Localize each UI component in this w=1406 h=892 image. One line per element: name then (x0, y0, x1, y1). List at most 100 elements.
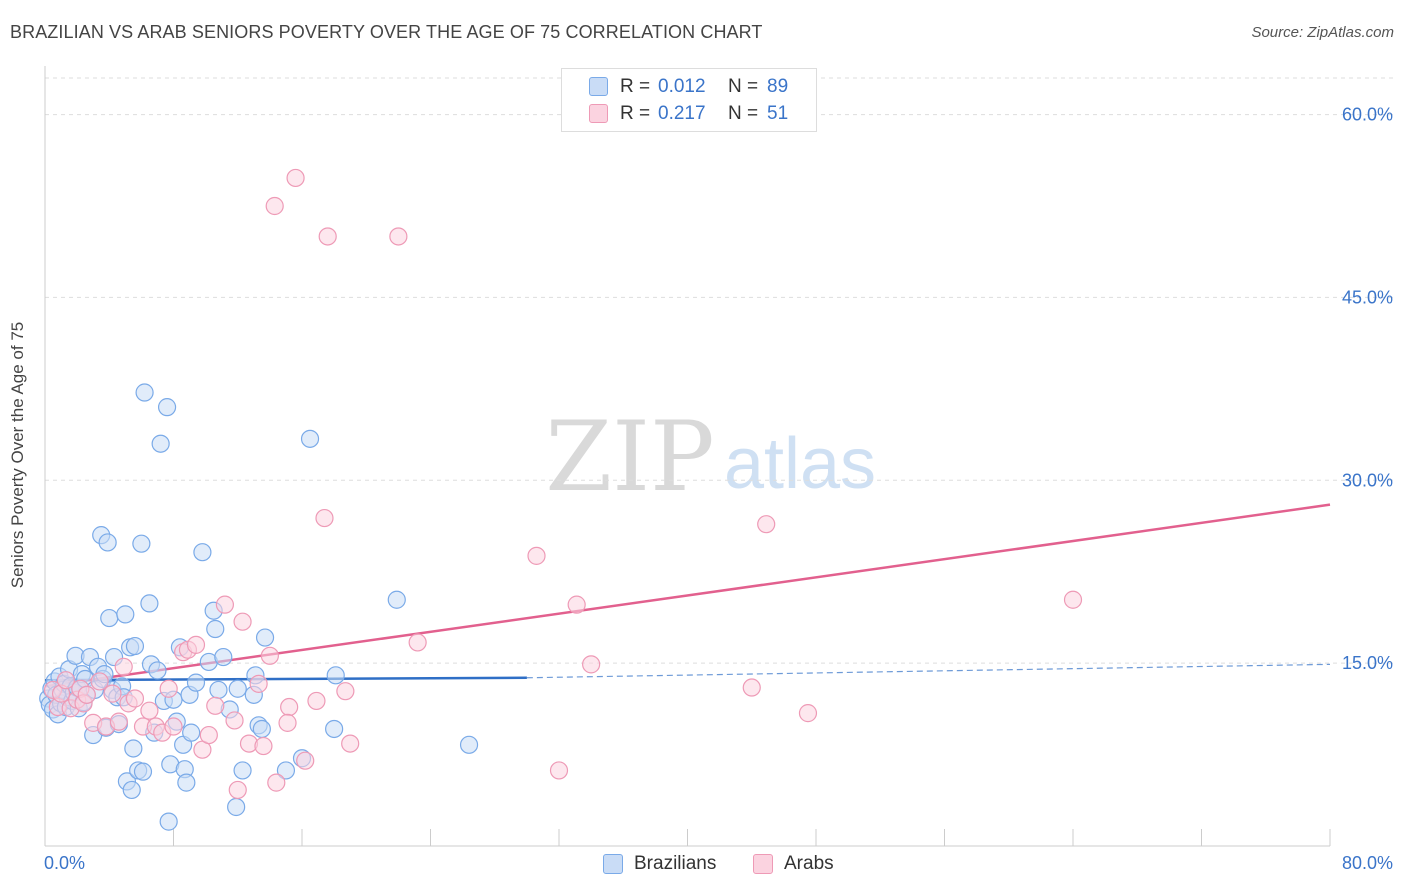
data-point (133, 762, 153, 781)
data-point (249, 674, 268, 693)
data-point (114, 657, 133, 676)
data-point (124, 739, 143, 758)
correlation-legend: R = 0.012 N = 89 R = 0.217 N = 51 (561, 68, 817, 132)
legend-r-label: R = (620, 76, 651, 97)
bottom-legend-label: Arabs (784, 853, 834, 874)
chart-title: BRAZILIAN VS ARAB SENIORS POVERTY OVER T… (10, 22, 763, 42)
legend-n-value: 89 (767, 76, 789, 97)
data-point (98, 533, 117, 552)
legend-n-label: N = (728, 76, 759, 97)
gridlines (45, 77, 1393, 664)
x-tick-label: 0.0% (44, 853, 85, 873)
bottom-legend-swatch-brazilians (603, 854, 623, 874)
y-tick-label: 60.0% (1342, 105, 1393, 125)
bottom-legend-swatch-arabs (753, 854, 773, 874)
data-point (215, 595, 234, 614)
data-point (582, 655, 601, 674)
data-point (549, 761, 569, 780)
data-point (254, 736, 273, 756)
data-point (255, 628, 275, 647)
watermark: ZIP atlas (545, 401, 876, 513)
y-axis-label-text: Seniors Poverty Over the Age of 75 (8, 321, 27, 589)
data-point (459, 735, 479, 754)
data-point (177, 773, 196, 792)
legend-r-value: 0.012 (658, 76, 706, 97)
data-point (140, 701, 159, 720)
data-point (307, 691, 326, 711)
data-point (286, 168, 305, 188)
data-point (56, 671, 75, 690)
data-point (228, 780, 247, 800)
data-point (233, 612, 252, 631)
tick-labels: 15.0% 30.0% 45.0% 60.0% 0.0% 80.0% (44, 105, 1393, 873)
data-point (267, 773, 286, 792)
data-point (527, 546, 546, 565)
trend-lines (44, 503, 1331, 688)
series-arabs (43, 168, 1083, 800)
data-point (157, 398, 177, 417)
legend-row-arabs: R = 0.217 N = 51 (562, 101, 816, 127)
data-point (125, 689, 145, 708)
data-point (276, 761, 296, 780)
data-point (159, 679, 178, 698)
data-point (227, 797, 246, 817)
data-point (135, 383, 154, 402)
data-point (214, 647, 233, 667)
axes (44, 66, 1331, 847)
data-point (109, 712, 128, 731)
data-point (336, 682, 355, 701)
data-point (278, 713, 297, 732)
data-point (186, 635, 206, 654)
legend-r-value: 0.217 (658, 103, 706, 124)
data-point (252, 719, 271, 739)
data-point (326, 666, 345, 685)
data-point (209, 680, 228, 700)
trend-line-arabs (44, 503, 1331, 688)
source-credit: Source: ZipAtlas.com (1251, 24, 1394, 41)
data-point (159, 812, 178, 831)
data-point (182, 723, 201, 742)
data-point (140, 594, 159, 613)
data-point (265, 196, 284, 216)
data-point (387, 590, 406, 609)
data-point (318, 227, 337, 246)
watermark-atlas: atlas (724, 424, 876, 504)
y-tick-label: 45.0% (1342, 287, 1393, 307)
data-point (567, 595, 586, 614)
y-tick-label: 30.0% (1342, 470, 1393, 490)
data-point (206, 696, 225, 715)
legend-n-label: N = (728, 103, 759, 124)
data-point (116, 605, 135, 624)
data-point (742, 678, 761, 697)
data-point (408, 633, 427, 652)
data-point (186, 673, 206, 692)
data-point (315, 508, 334, 528)
data-point (193, 543, 212, 562)
data-point (389, 227, 408, 246)
data-point (206, 619, 225, 639)
data-point (280, 697, 299, 717)
x-tick-label: 80.0% (1342, 853, 1393, 873)
data-point (325, 719, 344, 739)
data-point (164, 717, 183, 736)
legend-swatch-brazilians (589, 77, 608, 96)
trend-line-brazilians-extension (526, 663, 1331, 679)
y-tick-label: 15.0% (1342, 653, 1393, 673)
data-point (132, 534, 151, 553)
data-point (122, 780, 141, 800)
data-point (100, 608, 119, 628)
data-point (260, 646, 279, 665)
data-points (39, 168, 1083, 831)
data-point (300, 429, 320, 448)
data-point (125, 636, 145, 656)
data-point (228, 679, 247, 698)
watermark-zip: ZIP (545, 401, 714, 513)
data-point (151, 434, 170, 453)
legend-row-brazilians: R = 0.012 N = 89 (562, 74, 816, 100)
series-brazilians (39, 383, 479, 831)
data-point (77, 685, 96, 704)
data-point (1063, 590, 1083, 609)
data-point (341, 734, 360, 753)
data-point (199, 725, 218, 745)
data-point (233, 761, 252, 780)
